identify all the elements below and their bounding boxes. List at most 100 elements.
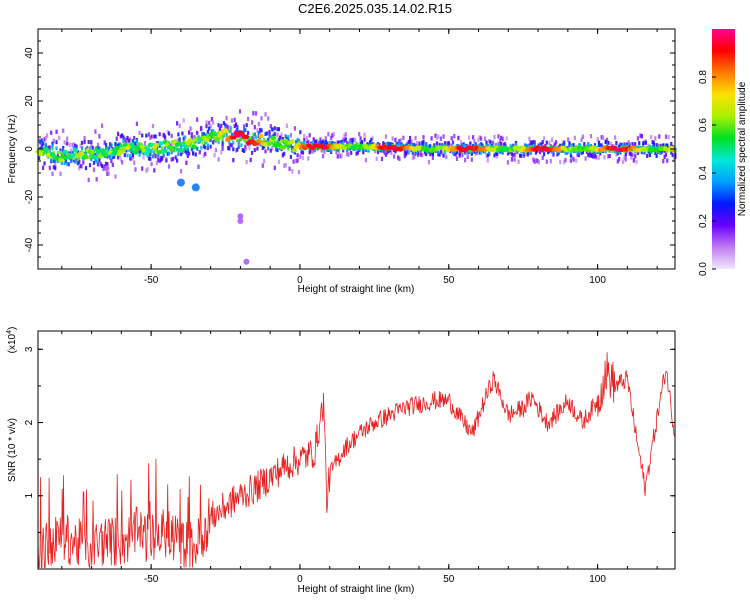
spectrogram-cell [651, 144, 654, 149]
spectrogram-cell [663, 154, 666, 159]
spectrogram-cell [135, 121, 138, 126]
spectrogram-cell [461, 152, 464, 158]
spectrogram-cell [114, 145, 120, 151]
spectrogram-cell [551, 149, 554, 154]
spectrogram-cell [355, 142, 358, 147]
spectrogram-cell [429, 144, 432, 148]
spectrogram-cell [417, 151, 420, 156]
spectrogram-cell [190, 132, 193, 137]
spectrogram-cell [388, 142, 392, 146]
spectrogram-cell [455, 150, 459, 155]
spectrogram-cell [575, 158, 578, 163]
spectrogram-cell [42, 152, 45, 156]
spectrogram-cell [557, 151, 560, 155]
spectrogram-cell [454, 152, 457, 157]
spectrogram-cell [224, 126, 227, 130]
spectrogram-cell [129, 147, 132, 151]
spectrogram-cell [240, 143, 243, 148]
spectrogram-cell [92, 160, 96, 165]
spectrogram-cell [615, 152, 618, 157]
spectrogram-cell [130, 156, 133, 161]
spectrogram-cell [264, 140, 267, 144]
spectrogram-cell [269, 148, 272, 153]
x-tick-label: 0 [297, 574, 303, 585]
spectrogram-cell [255, 111, 258, 116]
spectrogram-cell [100, 148, 106, 153]
spectrogram-cell [134, 167, 137, 172]
spectrogram-cell [126, 135, 129, 140]
spectrogram-cell [593, 154, 597, 158]
spectrogram-cell [154, 134, 157, 139]
spectrogram-cell [496, 154, 499, 159]
spectrogram-cell [577, 153, 580, 158]
spectrogram-cell [93, 155, 99, 160]
spectrogram-cell [50, 130, 53, 135]
spectrogram-cell [92, 167, 96, 172]
spectrogram-cell [238, 138, 242, 142]
spectrogram-cell [451, 140, 455, 145]
colorbar-tick-label: 0.6 [698, 118, 709, 132]
spectrogram-cell [407, 139, 410, 144]
spectrogram-cell [196, 146, 199, 151]
spectrogram-cell [281, 139, 284, 143]
spectrogram-cell [323, 141, 326, 146]
spectrogram-cell [386, 141, 389, 146]
spectrogram-cell [382, 141, 385, 146]
spectrogram-cell [252, 111, 255, 116]
spectrogram-cell [442, 134, 445, 139]
spectrogram-cell [470, 151, 473, 156]
spectrogram-cell [651, 140, 654, 145]
spectrogram-cell [277, 159, 280, 164]
spectrogram-cell [305, 136, 309, 141]
spectrogram-cell [295, 158, 298, 164]
spectrogram-cell [142, 155, 145, 160]
spectrogram-cell [163, 146, 167, 151]
spectrogram-cell [279, 135, 282, 140]
spectrogram-cell [106, 162, 109, 166]
spectrogram-blob [237, 218, 244, 224]
spectrogram-cell [66, 161, 69, 166]
spectrogram-cell [271, 140, 274, 145]
spectrogram-cell [462, 143, 465, 148]
spectrogram-cell [67, 162, 70, 167]
spectrogram-cell [168, 145, 174, 150]
spectrogram-cell [303, 140, 306, 145]
spectrogram-cell [121, 160, 124, 165]
spectrogram-cell [139, 147, 142, 152]
spectrogram-cell [229, 143, 232, 148]
spectrogram-cell [119, 157, 122, 162]
spectrogram-cell [555, 140, 558, 145]
spectrogram-cell [212, 140, 215, 145]
spectrogram-cell [249, 157, 252, 163]
spectrogram-cell [382, 149, 385, 153]
spectrogram-cell [451, 151, 455, 155]
spectrogram-cell [177, 138, 180, 143]
y-tick-label: 40 [24, 47, 35, 59]
spectrogram-cell [105, 142, 108, 147]
spectrogram-cell [547, 150, 550, 155]
y-tick-label: 20 [24, 95, 35, 107]
spectrogram-cell [54, 166, 57, 171]
spectrogram-cell [561, 148, 564, 153]
spectrogram-cell [165, 158, 168, 163]
spectrogram-cell [399, 138, 402, 143]
spectrogram-cell [435, 141, 438, 146]
colorbar-strip [712, 29, 735, 269]
spectrogram-cell [362, 150, 365, 155]
colorbar-label: Normalized spectral amplitude [737, 81, 748, 216]
spectrogram-cell [217, 130, 220, 135]
spectrogram-cell [581, 134, 584, 139]
spectrogram-cell [42, 165, 45, 170]
spectrogram-cell [411, 143, 414, 147]
spectrogram-cell [184, 148, 187, 153]
spectrogram-cell [376, 141, 380, 146]
spectrogram-cell [445, 154, 448, 160]
spectrogram-cell [167, 164, 171, 169]
spectrogram-cell [506, 160, 509, 165]
spectrogram-cell [532, 157, 535, 162]
spectrogram-cell [528, 136, 531, 141]
spectrogram-cell [363, 137, 366, 142]
spectrogram-cell [150, 149, 153, 153]
spectrogram-cell [576, 151, 579, 155]
spectrogram-cell [559, 159, 562, 165]
